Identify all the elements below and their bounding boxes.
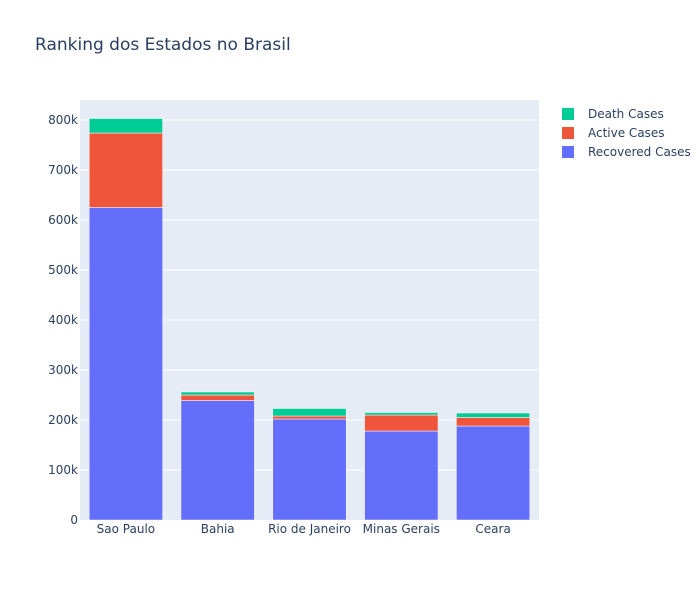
y-tick-label: 700k bbox=[48, 163, 78, 177]
legend-item-recovered-cases[interactable]: Recovered Cases bbox=[562, 145, 691, 159]
y-tick-label: 400k bbox=[48, 313, 78, 327]
bar-recovered-cases[interactable] bbox=[88, 207, 163, 521]
y-axis-ticks: 0 100k 200k 300k 400k 500k 600k 700k 800k bbox=[48, 113, 78, 527]
bar-recovered-cases[interactable] bbox=[180, 400, 255, 521]
legend-item-active-cases[interactable]: Active Cases bbox=[562, 126, 665, 140]
bar-active-cases[interactable] bbox=[272, 415, 347, 420]
bar-death-cases[interactable] bbox=[364, 412, 439, 416]
x-tick-label: Minas Gerais bbox=[363, 522, 440, 536]
bar-death-cases[interactable] bbox=[88, 118, 163, 134]
bar-recovered-cases[interactable] bbox=[456, 425, 531, 521]
legend[interactable]: Death Cases Active Cases Recovered Cases bbox=[562, 107, 691, 159]
bars bbox=[88, 118, 531, 521]
y-tick-label: 600k bbox=[48, 213, 78, 227]
y-tick-label: 800k bbox=[48, 113, 78, 127]
bar-death-cases[interactable] bbox=[180, 391, 255, 396]
bar-recovered-cases[interactable] bbox=[364, 430, 439, 521]
legend-label: Death Cases bbox=[588, 107, 664, 121]
y-tick-label: 200k bbox=[48, 413, 78, 427]
legend-swatch bbox=[562, 108, 574, 120]
x-tick-label: Ceara bbox=[475, 522, 510, 536]
bar-death-cases[interactable] bbox=[456, 412, 531, 418]
legend-swatch bbox=[562, 127, 574, 139]
bar-death-cases[interactable] bbox=[272, 408, 347, 417]
bar-active-cases[interactable] bbox=[364, 414, 439, 432]
x-tick-label: Sao Paulo bbox=[97, 522, 155, 536]
bar-active-cases[interactable] bbox=[180, 394, 255, 401]
y-tick-label: 300k bbox=[48, 363, 78, 377]
x-tick-label: Bahia bbox=[201, 522, 235, 536]
chart-title: Ranking dos Estados no Brasil bbox=[35, 35, 291, 55]
bar-active-cases[interactable] bbox=[456, 417, 531, 427]
y-tick-label: 0 bbox=[70, 513, 78, 527]
legend-label: Recovered Cases bbox=[588, 145, 691, 159]
bar-active-cases[interactable] bbox=[88, 132, 163, 208]
bar-recovered-cases[interactable] bbox=[272, 418, 347, 521]
legend-item-death-cases[interactable]: Death Cases bbox=[562, 107, 664, 121]
y-tick-label: 500k bbox=[48, 263, 78, 277]
legend-label: Active Cases bbox=[588, 126, 665, 140]
legend-swatch bbox=[562, 146, 574, 158]
y-tick-label: 100k bbox=[48, 463, 78, 477]
x-axis-ticks: Sao Paulo Bahia Rio de Janeiro Minas Gerais… bbox=[97, 522, 511, 536]
x-tick-label: Rio de Janeiro bbox=[268, 522, 351, 536]
